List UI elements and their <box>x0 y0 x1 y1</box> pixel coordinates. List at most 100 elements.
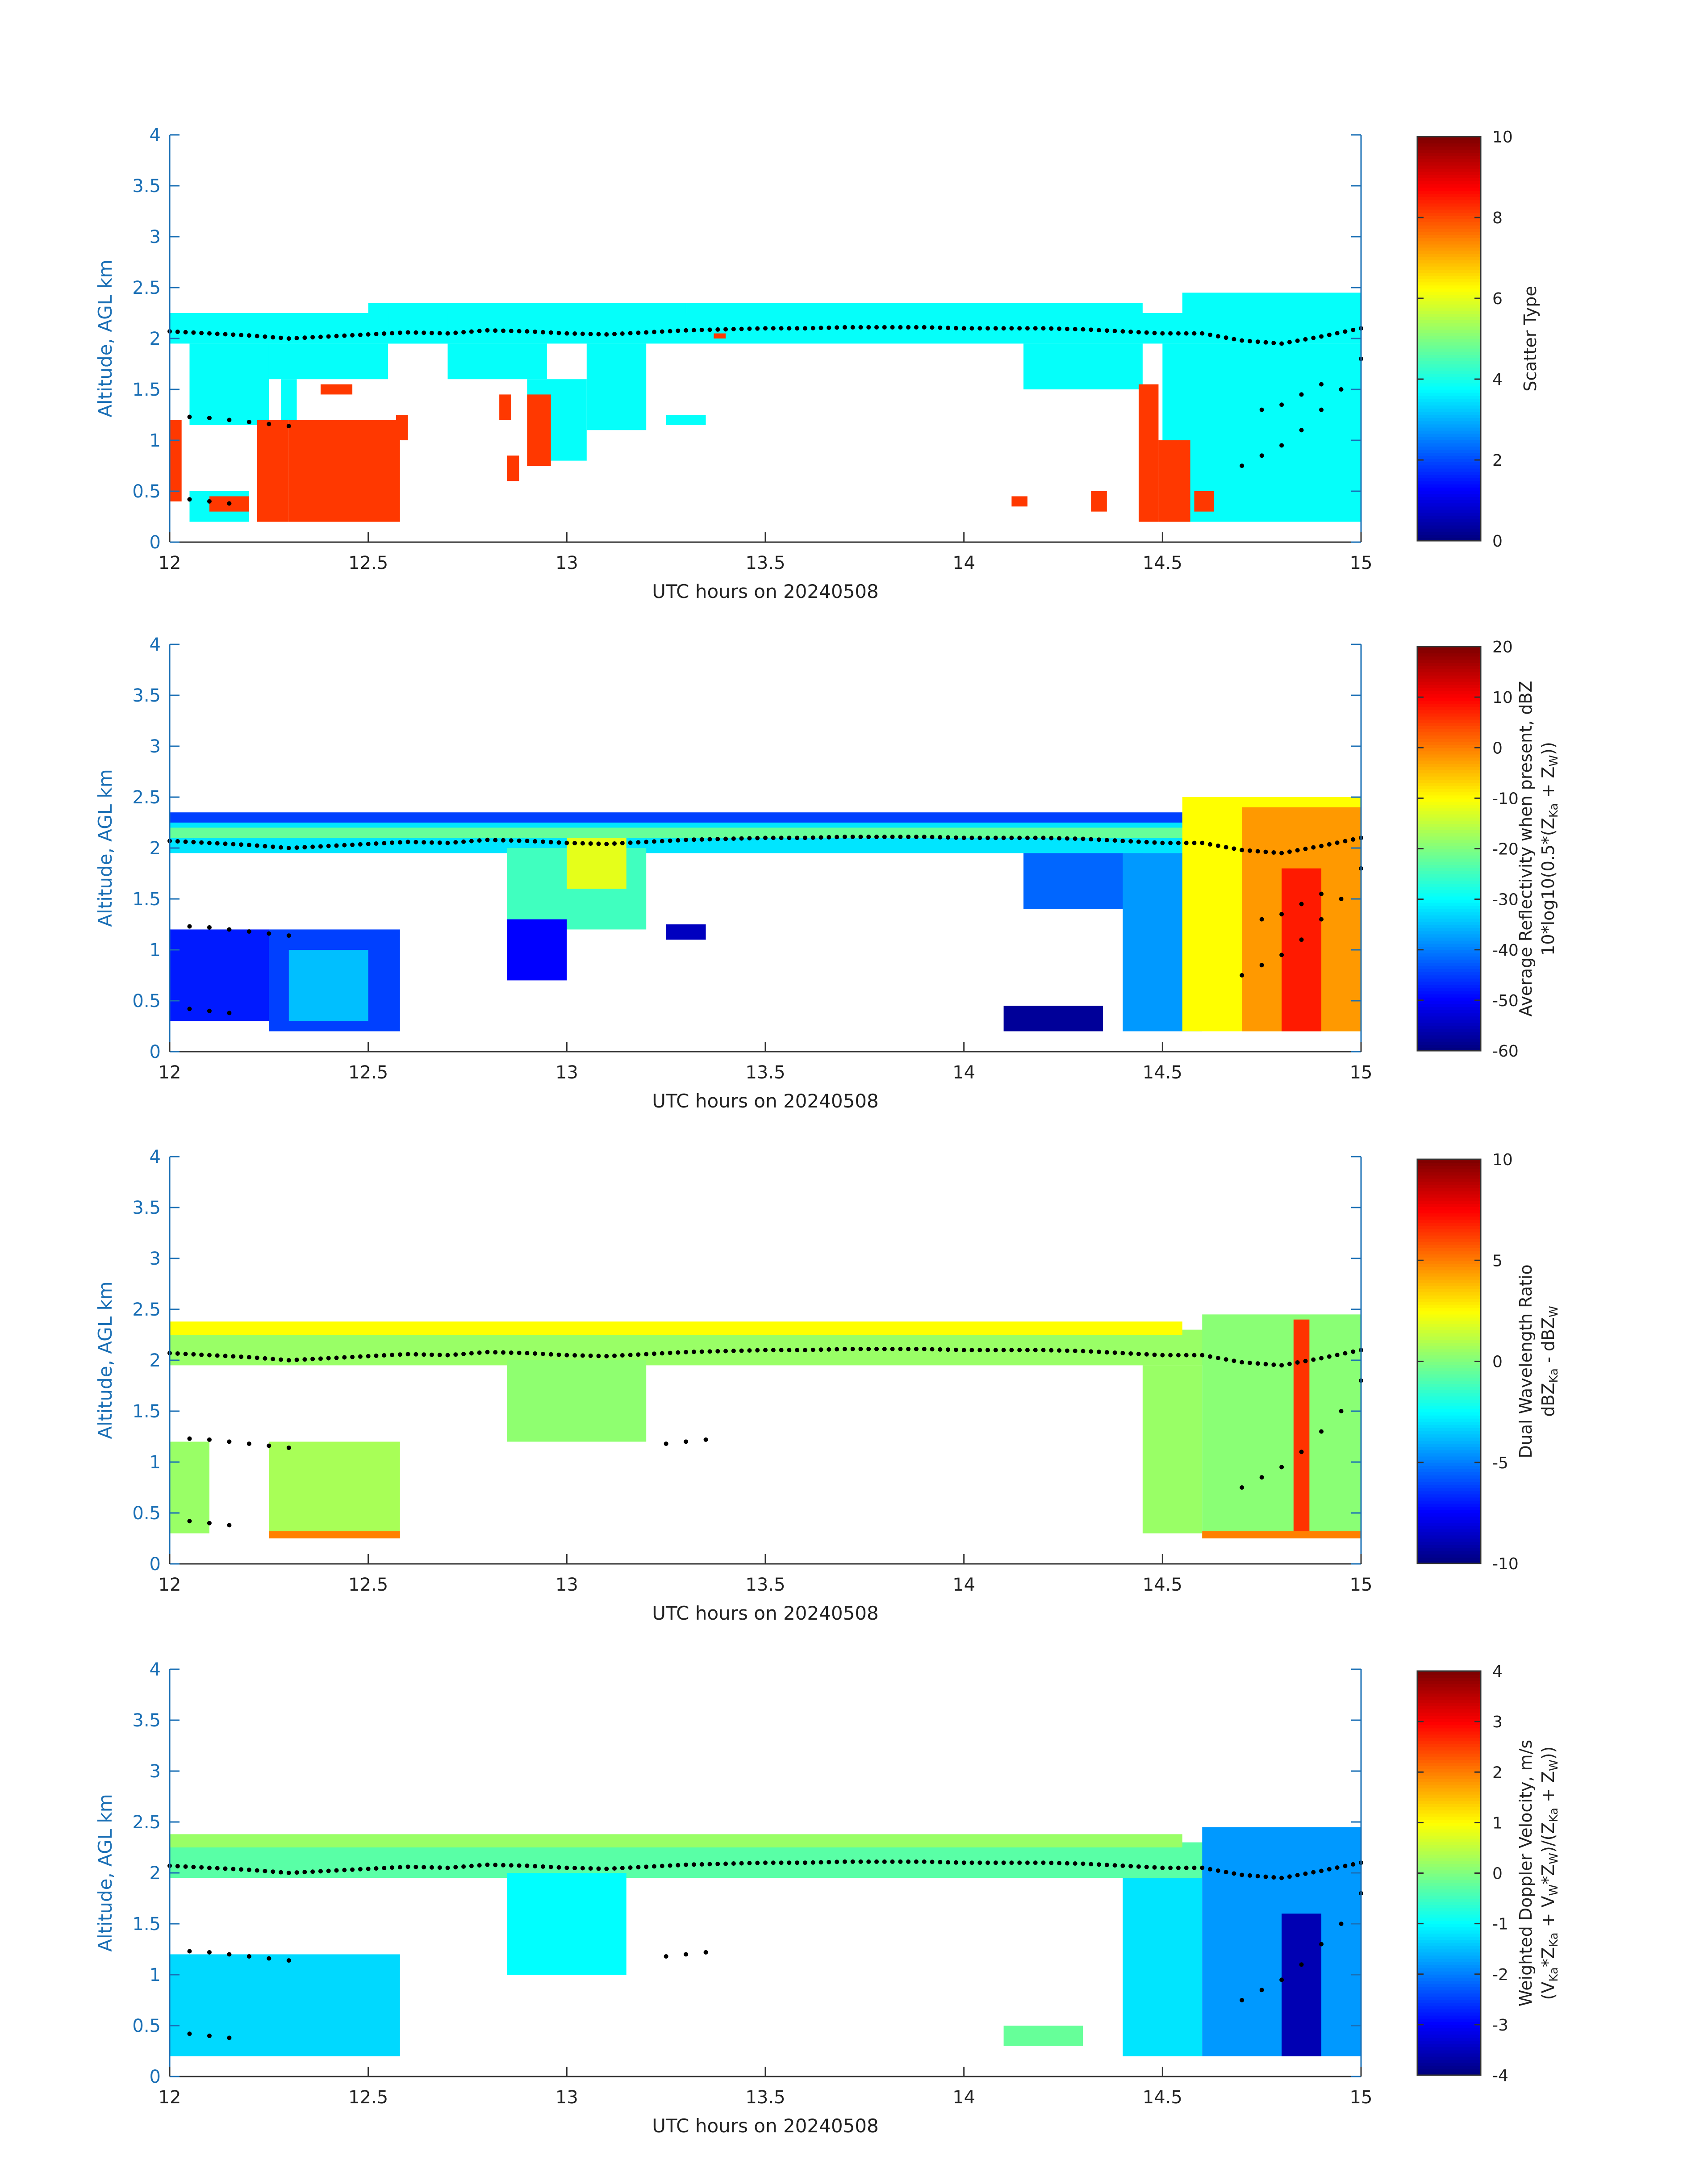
colorbar-step <box>1417 662 1481 666</box>
marker-point <box>1184 840 1189 845</box>
colorbar-step <box>1417 2068 1481 2073</box>
colorbar-step <box>1417 975 1481 979</box>
colorbar-label: Dual Wavelength Ratio <box>1516 1264 1536 1458</box>
marker-point <box>413 1864 418 1869</box>
marker-point <box>755 1860 760 1865</box>
colorbar-step <box>1417 493 1481 497</box>
marker-point <box>1097 1862 1102 1867</box>
colorbar-step <box>1417 2018 1481 2022</box>
marker-point <box>763 326 768 331</box>
marker-point <box>1224 335 1228 340</box>
colorbar-step <box>1417 915 1481 919</box>
colorbar-tick-label: 1 <box>1492 1814 1503 1832</box>
colorbar-step <box>1417 1554 1481 1558</box>
marker-point <box>691 1862 696 1867</box>
marker-point <box>279 1870 284 1875</box>
colorbar-step <box>1417 1453 1481 1457</box>
marker-point <box>556 1352 561 1357</box>
marker-point <box>207 925 212 930</box>
marker-point <box>1263 340 1268 345</box>
colorbar-step <box>1417 1314 1481 1318</box>
colorbar-step <box>1417 1010 1481 1014</box>
colorbar-step <box>1417 1876 1481 1880</box>
colorbar-step <box>1417 1781 1481 1785</box>
marker-point <box>731 836 736 841</box>
colorbar-step <box>1417 908 1481 912</box>
marker-point <box>509 838 514 843</box>
marker-point <box>485 1350 490 1354</box>
colorbar-step <box>1417 1860 1481 1864</box>
colorbar-step <box>1417 317 1481 321</box>
colorbar-step <box>1417 497 1481 501</box>
marker-point <box>1192 840 1197 845</box>
marker-point <box>684 1350 689 1354</box>
marker-point <box>1319 1942 1324 1947</box>
colorbar-step <box>1417 1235 1481 1239</box>
marker-point <box>604 1866 609 1871</box>
marker-point <box>429 1865 434 1870</box>
y-tick-label: 0.5 <box>132 2016 161 2036</box>
marker-point <box>279 1357 284 1362</box>
marker-point <box>318 1356 323 1361</box>
colorbar-step <box>1417 215 1481 219</box>
marker-point <box>628 331 633 336</box>
colorbar-step <box>1417 766 1481 770</box>
marker-point <box>1057 326 1062 331</box>
marker-point <box>763 1348 768 1353</box>
marker-point <box>628 1865 633 1870</box>
colorbar-step <box>1417 1885 1481 1889</box>
marker-point <box>350 333 355 338</box>
colorbar-tick-label: 0 <box>1492 1353 1503 1371</box>
colorbar-step <box>1417 2027 1481 2032</box>
marker-point <box>540 1351 545 1356</box>
marker-point <box>342 843 347 848</box>
marker-point <box>1259 1475 1264 1480</box>
marker-point <box>588 841 593 846</box>
colorbar-step <box>1417 259 1481 263</box>
marker-point <box>1351 837 1356 842</box>
marker-point <box>1120 1351 1125 1356</box>
marker-point <box>715 836 720 841</box>
colorbar-step <box>1417 1784 1481 1788</box>
colorbar-step <box>1417 1712 1481 1716</box>
marker-point <box>255 1355 259 1360</box>
colorbar-step <box>1417 1961 1481 1965</box>
formula-subscript: W <box>1547 1306 1561 1317</box>
marker-point <box>938 1347 943 1352</box>
marker-point <box>668 329 672 334</box>
colorbar-step <box>1417 218 1481 222</box>
colorbar-step <box>1417 2002 1481 2006</box>
colorbar-step <box>1417 789 1481 793</box>
marker-point <box>271 1357 276 1362</box>
marker-point <box>715 327 720 332</box>
marker-point <box>1327 1867 1332 1872</box>
marker-point <box>1097 328 1102 333</box>
marker-point <box>271 335 276 340</box>
marker-point <box>1041 1860 1046 1865</box>
colorbar-step <box>1417 1304 1481 1308</box>
marker-point <box>922 325 927 330</box>
marker-point <box>1299 1450 1304 1454</box>
colorbar-step <box>1417 1772 1481 1776</box>
marker-point <box>961 836 966 840</box>
marker-point <box>227 1439 232 1444</box>
colorbar-step <box>1417 757 1481 761</box>
colorbar-step <box>1417 279 1481 283</box>
colorbar-step <box>1417 503 1481 507</box>
marker-point <box>358 1867 363 1872</box>
colorbar-step <box>1417 1251 1481 1255</box>
marker-point <box>588 1353 593 1358</box>
colorbar-step <box>1417 401 1481 405</box>
marker-point <box>1160 840 1165 845</box>
colorbar-step <box>1417 650 1481 654</box>
marker-point <box>227 2035 232 2040</box>
marker-point <box>1299 1962 1304 1967</box>
marker-point <box>612 331 617 336</box>
colorbar-step <box>1417 149 1481 153</box>
marker-point <box>612 841 617 846</box>
colorbar-step <box>1417 1266 1481 1270</box>
marker-point <box>620 841 625 846</box>
marker-point <box>580 331 585 336</box>
marker-point <box>263 844 267 848</box>
colorbar-step <box>1417 864 1481 868</box>
